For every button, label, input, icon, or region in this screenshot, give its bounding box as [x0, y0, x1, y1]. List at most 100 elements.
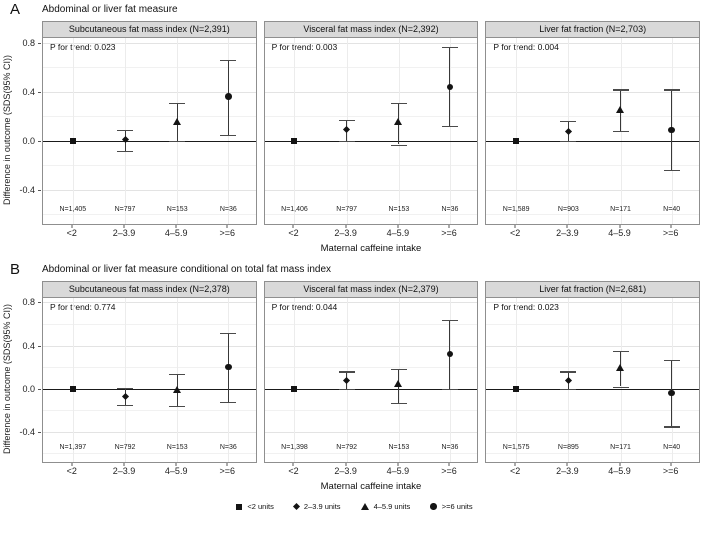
error-bar-cap-top — [220, 332, 237, 334]
n-label: N=895 — [557, 444, 579, 451]
vertical-gridline — [449, 38, 451, 224]
minor-gridline — [43, 67, 256, 69]
y-axis-title: Difference in outcome (SDS(95% CI)) — [2, 304, 12, 454]
marker-triangle — [172, 118, 181, 126]
legend-item: >=6 units — [430, 502, 473, 511]
major-gridline — [486, 345, 700, 347]
x-tick-label: 4–5.9 — [608, 228, 631, 238]
major-gridline — [486, 431, 700, 433]
x-tick-label: <2 — [66, 228, 77, 238]
major-gridline — [43, 431, 256, 433]
minor-gridline — [43, 410, 256, 412]
x-axis-title: Maternal caffeine intake — [320, 243, 422, 254]
error-bar-cap-bottom — [390, 402, 407, 404]
marker-square — [291, 385, 298, 392]
panel-subcutaneous-b: Subcutaneous fat mass index (N=2,378) P … — [42, 281, 257, 477]
minor-gridline — [486, 116, 700, 118]
error-bar-cap-bottom — [390, 144, 407, 146]
error-bar-cap-bottom — [612, 131, 629, 133]
marker-diamond — [564, 127, 572, 135]
x-tick-mark — [123, 225, 125, 228]
vertical-gridline — [398, 298, 400, 462]
legend-item: 2–3.9 units — [292, 502, 341, 511]
n-label: N=36 — [219, 444, 237, 451]
marker-triangle — [394, 118, 403, 126]
error-bar-cap-bottom — [169, 405, 186, 408]
n-label: N=1,397 — [59, 444, 87, 451]
plot-area: P for trend: 0.003 N=1,406 N=797 N=153 N=36 — [263, 38, 479, 225]
major-gridline — [264, 302, 478, 304]
x-tick-mark — [448, 225, 450, 228]
minor-gridline — [43, 323, 256, 325]
panel-visceral-b: Visceral fat mass index (N=2,379) P for … — [263, 281, 479, 477]
n-label: N=1,405 — [59, 206, 87, 213]
error-bar-cap-bottom — [338, 140, 355, 142]
legend-label: >=6 units — [441, 502, 473, 511]
legend-marker-circle — [430, 503, 437, 510]
minor-gridline — [43, 453, 256, 455]
marker-square — [69, 385, 76, 392]
error-bar-cap-top — [338, 120, 355, 122]
error-bar-cap-bottom — [169, 140, 186, 142]
major-gridline — [43, 302, 256, 304]
x-tick-mark — [123, 463, 125, 466]
minor-gridline — [486, 453, 700, 455]
x-tick-mark — [514, 463, 516, 466]
x-tick-mark — [71, 463, 73, 466]
marker-square — [69, 137, 76, 144]
vertical-gridline — [125, 38, 126, 224]
marker-circle — [225, 363, 232, 371]
x-tick-label: 4–5.9 — [164, 466, 188, 476]
n-label: N=153 — [388, 444, 410, 451]
minor-gridline — [264, 323, 478, 325]
error-bar-cap-bottom — [220, 134, 237, 136]
legend-marker-square — [236, 503, 243, 510]
x-tick-label: 2–3.9 — [112, 466, 136, 476]
vertical-gridline — [516, 298, 518, 462]
error-bar-cap-bottom — [560, 388, 577, 390]
x-tick-label: 2–3.9 — [334, 228, 357, 238]
error-bar-cap-top — [117, 129, 133, 131]
vertical-gridline — [294, 298, 296, 462]
y-tick-label: 0.0 — [22, 383, 35, 394]
minor-gridline — [486, 214, 700, 216]
legend-item: 4–5.9 units — [360, 502, 411, 511]
y-tick-mark — [38, 302, 41, 304]
x-tick-label: >=6 — [219, 228, 236, 238]
error-bar-cap-top — [663, 359, 680, 361]
y-tick-mark — [38, 388, 41, 390]
minor-gridline — [43, 214, 256, 216]
minor-gridline — [264, 367, 478, 369]
x-tick-labels: <2 2–3.9 4–5.9 >=6 — [485, 225, 700, 239]
panel-strip-title: Visceral fat mass index (N=2,392) — [263, 21, 479, 38]
legend-label: <2 units — [247, 502, 274, 511]
x-tick-label: >=6 — [662, 466, 679, 476]
x-tick-label: 4–5.9 — [386, 228, 410, 238]
y-tick-mark — [38, 345, 41, 347]
zero-reference-line — [43, 140, 256, 142]
minor-gridline — [43, 116, 256, 118]
vertical-gridline — [449, 298, 451, 462]
vertical-gridline — [228, 38, 230, 224]
error-bar-cap-bottom — [220, 401, 237, 403]
n-label: N=1,589 — [502, 206, 530, 213]
vertical-gridline — [228, 298, 230, 462]
panel-liver-b: Liver fat fraction (N=2,681) P for trend… — [485, 281, 701, 477]
zero-reference-line — [264, 388, 478, 390]
marker-circle — [668, 126, 675, 134]
x-tick-label: >=6 — [441, 466, 457, 476]
minor-gridline — [486, 323, 700, 325]
section-a: A Abdominal or liver fat measure Differe… — [0, 2, 709, 255]
x-tick-mark — [345, 463, 347, 466]
x-tick-mark — [345, 225, 347, 228]
y-axis-ticks-a: 0.8 0.4 0.0 -0.4 — [14, 21, 42, 239]
vertical-gridline — [516, 38, 518, 224]
legend-label: 4–5.9 units — [373, 502, 411, 511]
marker-circle — [446, 83, 454, 91]
vertical-gridline — [294, 38, 296, 224]
error-bar-cap-bottom — [117, 150, 133, 152]
y-tick-label: 0.4 — [22, 340, 35, 351]
error-bar-cap-top — [441, 319, 458, 321]
error-bar-cap-top — [220, 60, 237, 62]
x-tick-label: 2–3.9 — [556, 228, 579, 238]
